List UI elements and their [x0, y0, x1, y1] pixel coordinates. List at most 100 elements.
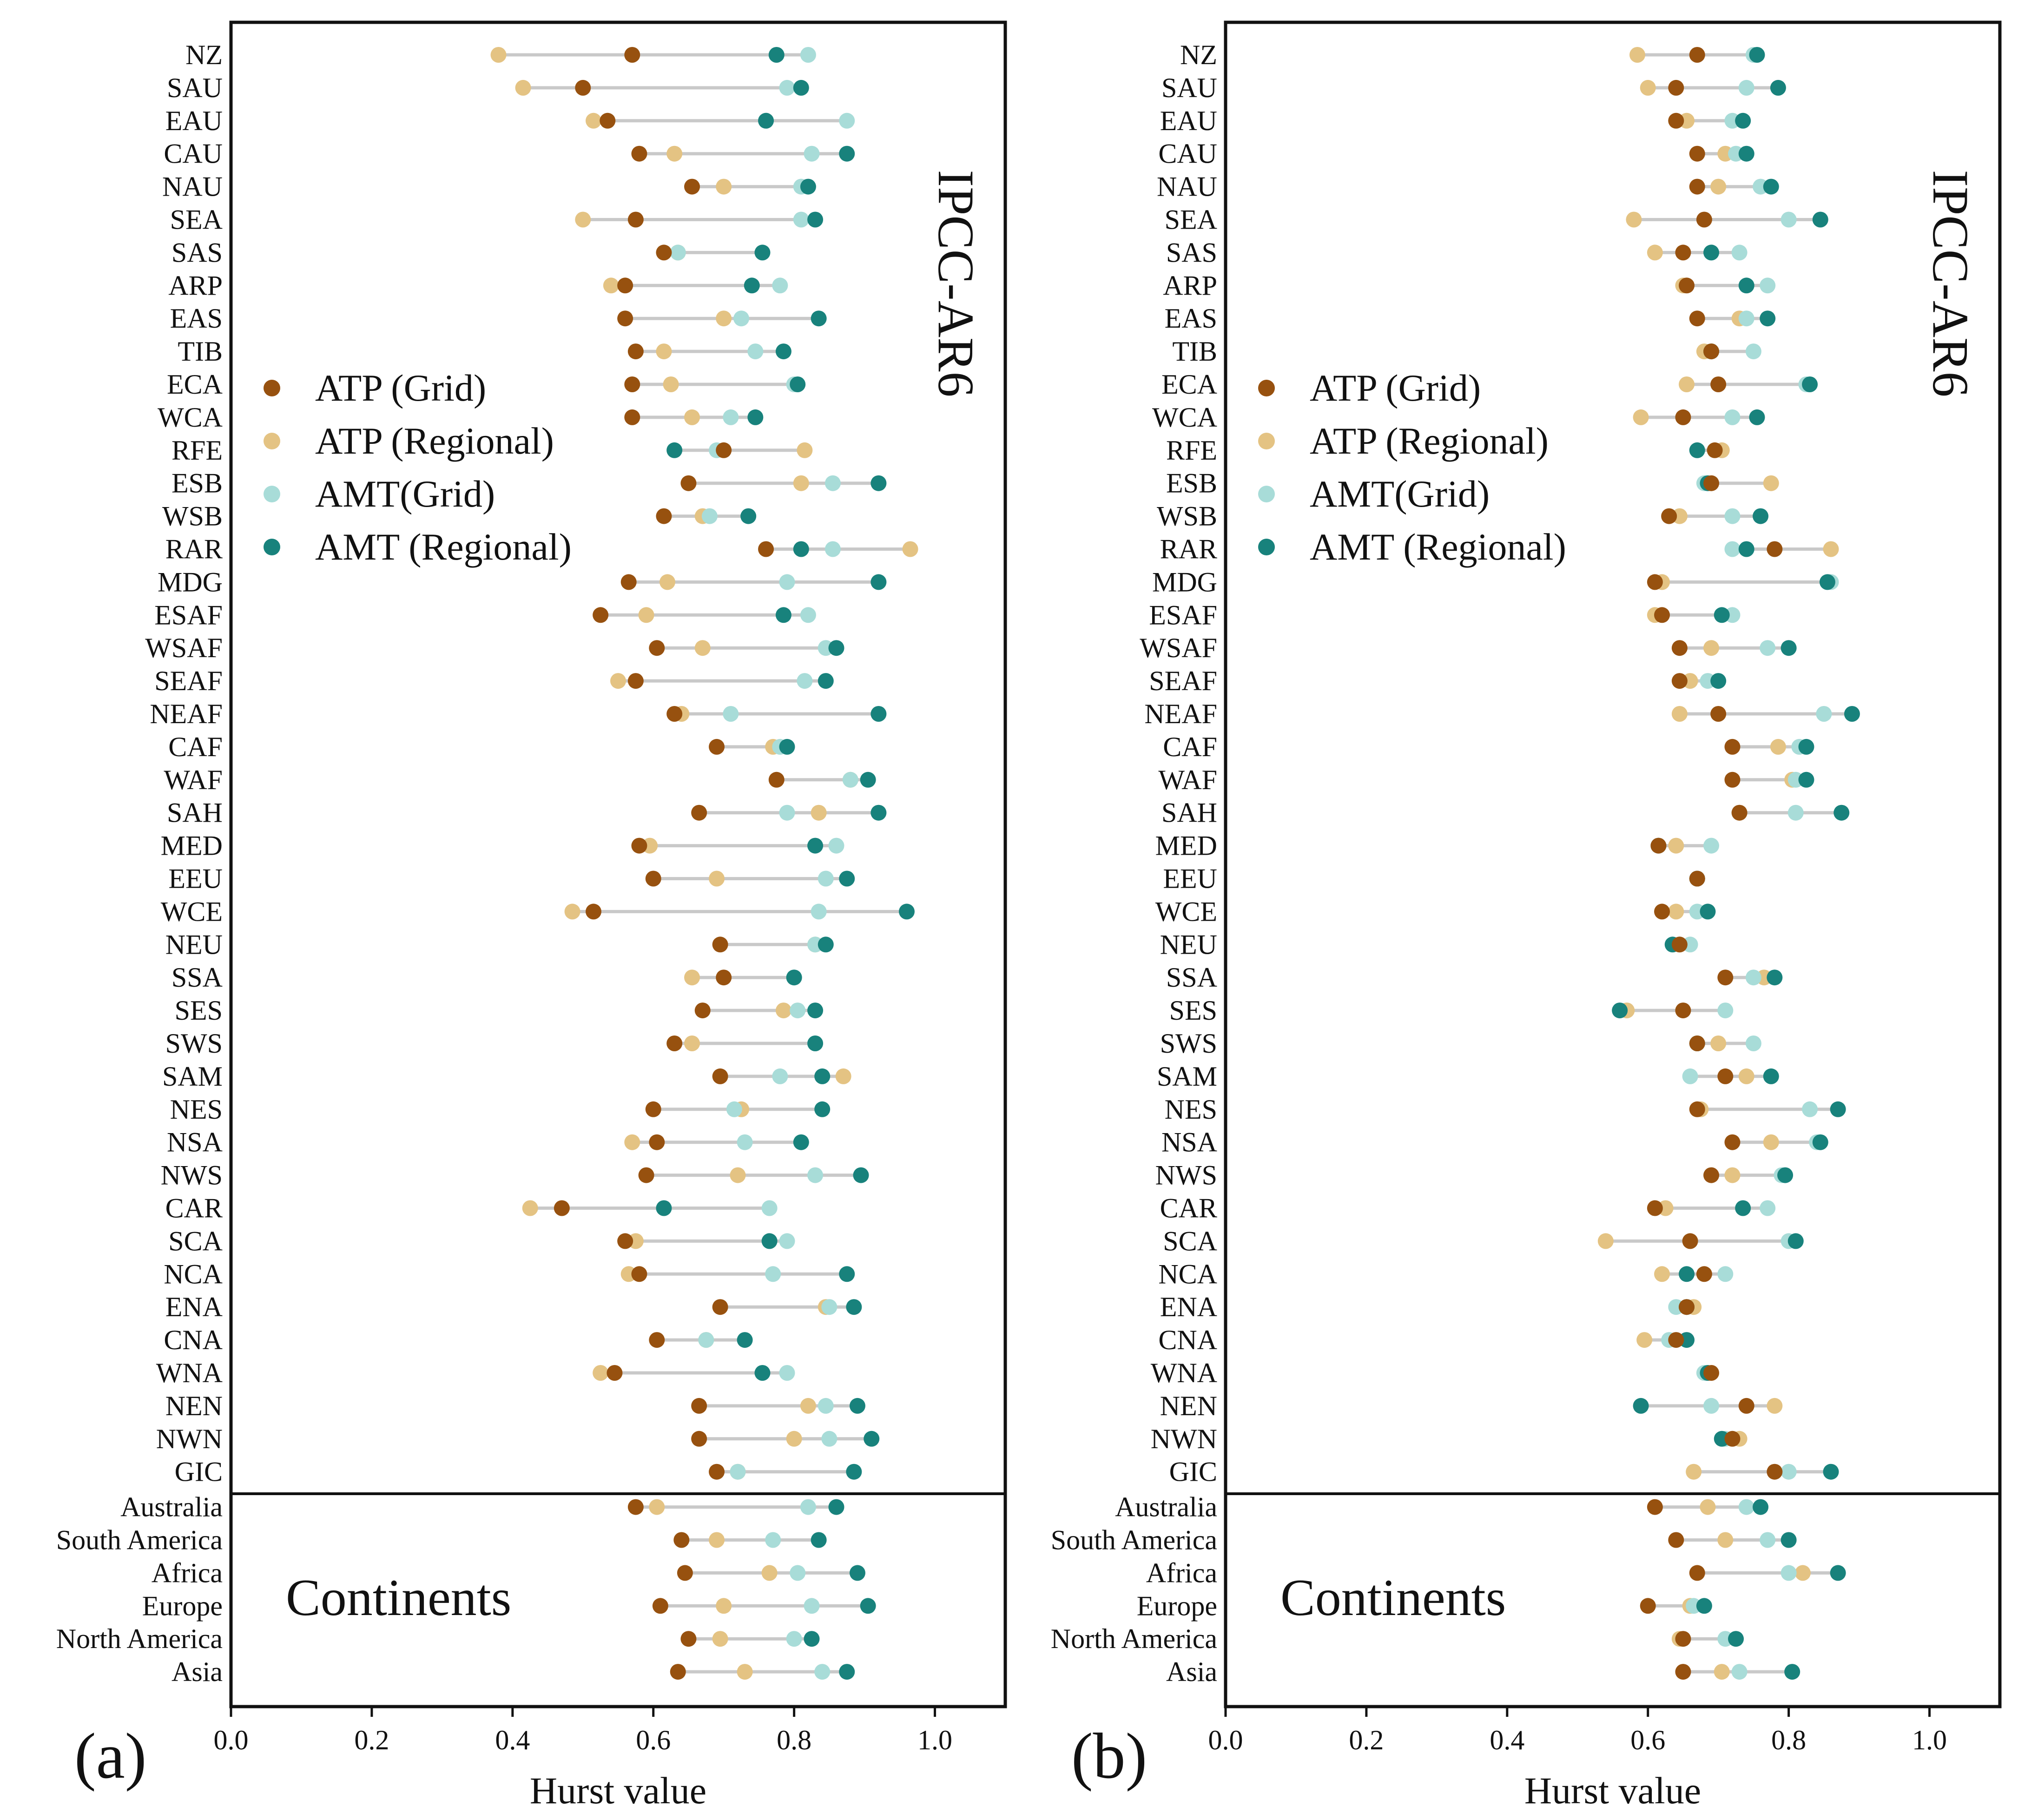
panel-a-continents-label: Continents [286, 1569, 511, 1627]
data-row [1714, 1431, 1748, 1447]
data-point-atp-grid [607, 1365, 623, 1381]
data-point-amt-regional [828, 640, 844, 656]
data-point-atp-regional [684, 409, 700, 425]
data-point-amt-regional [1830, 1565, 1846, 1581]
data-point-atp-grid [1767, 1464, 1783, 1480]
data-row [1626, 211, 1828, 228]
data-row [1703, 1167, 1794, 1183]
data-point-amt-grid [824, 475, 841, 491]
data-point-atp-grid [712, 1299, 728, 1315]
data-point-amt-regional [1781, 640, 1797, 656]
legend-label-atp-grid: ATP (Grid) [1310, 367, 1481, 409]
data-point-atp-grid [1689, 1565, 1705, 1581]
data-point-atp-grid [709, 739, 725, 755]
data-point-atp-regional [1686, 1464, 1702, 1480]
panel-b-ipcc-label: IPCC-AR6 [1922, 170, 1979, 397]
data-point-atp-grid [1689, 870, 1705, 887]
row-label: EAS [170, 303, 223, 334]
data-row [1671, 640, 1797, 656]
data-point-atp-regional [793, 475, 809, 491]
data-point-atp-grid [1717, 1068, 1734, 1084]
data-row [1689, 870, 1705, 887]
data-point-amt-regional [1735, 112, 1751, 129]
data-point-amt-grid [1703, 837, 1720, 854]
panel-a-x-axis-title: Hurst value [530, 1769, 706, 1812]
row-label: NEAF [1144, 699, 1217, 729]
row-label: SEAF [1149, 666, 1217, 696]
data-point-atp-grid [649, 1134, 665, 1150]
data-row [593, 1365, 795, 1381]
data-row [593, 607, 816, 623]
row-label: CAF [1163, 732, 1217, 762]
data-point-atp-grid [716, 969, 732, 986]
data-point-amt-regional [1784, 1664, 1800, 1680]
data-row [1689, 1101, 1846, 1117]
data-row [1654, 903, 1716, 920]
data-point-atp-regional [1597, 1233, 1614, 1249]
row-label: NCA [1158, 1259, 1217, 1289]
row-label: RAR [1160, 534, 1217, 565]
data-row [603, 277, 788, 294]
data-point-atp-grid [666, 1035, 683, 1051]
data-row [673, 1532, 827, 1548]
data-point-amt-regional [1781, 1532, 1797, 1548]
data-point-atp-grid [624, 409, 640, 425]
data-row [1724, 541, 1839, 557]
data-point-atp-regional [811, 804, 827, 821]
data-point-atp-regional [716, 1598, 732, 1614]
data-point-atp-regional [716, 178, 732, 195]
data-point-amt-regional [775, 607, 791, 623]
data-point-atp-grid [617, 1233, 633, 1249]
row-label: Europe [142, 1590, 223, 1621]
row-label: South America [1051, 1525, 1217, 1556]
row-label: ESAF [1149, 600, 1217, 630]
data-row [1686, 1464, 1839, 1480]
data-point-amt-grid [1760, 1200, 1776, 1216]
data-row [515, 79, 809, 96]
data-point-amt-regional [860, 1598, 876, 1614]
data-row [1682, 1068, 1779, 1084]
data-point-atp-regional [709, 870, 725, 887]
data-point-atp-regional [1714, 1664, 1730, 1680]
data-point-atp-regional [593, 1365, 609, 1381]
row-label: NAU [1157, 171, 1217, 202]
row-label: ENA [1160, 1292, 1217, 1322]
data-point-atp-grid [670, 1664, 686, 1680]
data-row [758, 541, 918, 557]
data-point-amt-regional [853, 1167, 869, 1183]
data-point-atp-grid [1710, 706, 1727, 722]
row-label: EAU [1160, 106, 1217, 136]
row-label: MED [161, 831, 223, 861]
data-point-atp-grid [666, 706, 683, 722]
panel-a: (a) Hurst value IPCC-AR6 Continents ATP … [56, 20, 1007, 1812]
data-row [1689, 1035, 1761, 1051]
data-row [1633, 409, 1765, 425]
data-point-atp-grid [1696, 1266, 1712, 1282]
data-row [1668, 1532, 1797, 1548]
data-row [1724, 739, 1814, 755]
data-row [1675, 1664, 1800, 1680]
row-label: SAU [1161, 73, 1217, 103]
data-point-atp-grid [1689, 145, 1705, 162]
row-label: Australia [120, 1492, 223, 1523]
legend-label-amt-regional: AMT (Regional) [315, 526, 572, 568]
legend-marker-amt-regional [264, 539, 280, 555]
data-point-amt-grid [793, 211, 809, 228]
data-row [1679, 376, 1818, 392]
legend-label-atp-regional: ATP (Regional) [315, 420, 554, 462]
data-point-atp-grid [585, 903, 601, 920]
row-label: North America [1051, 1623, 1217, 1654]
data-point-atp-grid [1668, 79, 1684, 96]
data-point-atp-grid [656, 508, 672, 524]
data-point-atp-grid [554, 1200, 570, 1216]
data-point-atp-grid [1689, 1101, 1705, 1117]
data-point-amt-regional [811, 310, 827, 327]
plot-area [490, 47, 918, 1680]
row-label: ENA [165, 1292, 223, 1322]
row-label: EAU [165, 106, 223, 136]
row-label: RFE [171, 435, 223, 466]
data-point-atp-grid [1654, 607, 1670, 623]
data-row [1696, 343, 1761, 360]
data-point-amt-regional [804, 1631, 820, 1647]
data-row [1668, 1299, 1702, 1315]
